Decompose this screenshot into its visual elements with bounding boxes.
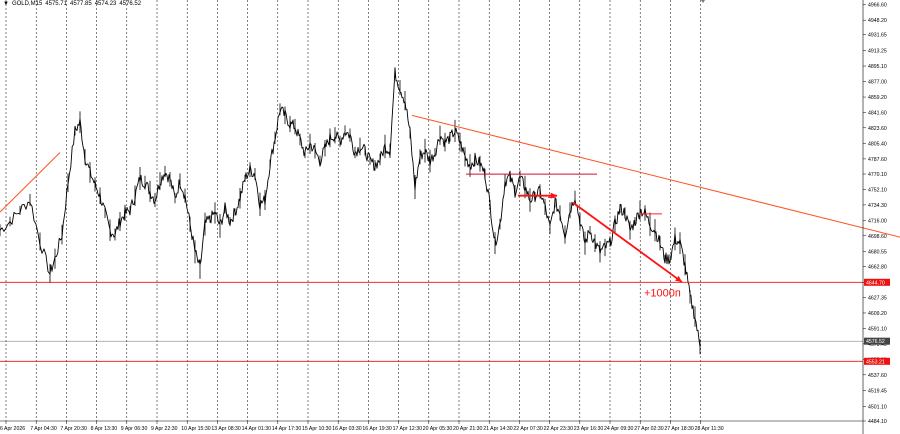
price-label: 4734.30	[868, 203, 887, 209]
time-label: 9 Apr 06:30	[121, 426, 148, 432]
time-label: 20 Apr 21:30	[453, 426, 483, 432]
price-label: 4501.10	[868, 404, 887, 410]
collapse-triangle-icon[interactable]: ▼	[3, 1, 9, 7]
time-label: 16 Apr 03:30	[332, 426, 362, 432]
arrow-head-icon	[675, 275, 682, 283]
price-label: 4537.60	[868, 373, 887, 379]
time-label: 17 Apr 12:30	[393, 426, 423, 432]
time-label: 28 Apr 11:30	[695, 426, 724, 432]
chart-shift-marker-icon[interactable]	[701, 0, 705, 3]
symbol-label: GOLD,M15	[11, 1, 43, 7]
annotations	[0, 114, 900, 283]
arrow-annotation[interactable]	[572, 201, 683, 283]
price-label: 4519.45	[868, 388, 887, 394]
ohlc-high: 4577.85	[70, 1, 92, 7]
time-label: 20 Apr 05:30	[423, 426, 453, 432]
ohlc-close: 4576.52	[119, 1, 142, 7]
time-label: 14 Apr 01:30	[242, 426, 272, 432]
price-badge-label: 4553.21	[866, 359, 885, 365]
price-badge-label: 4644.70	[866, 280, 885, 286]
price-label: 4591.10	[868, 327, 887, 333]
time-label: 7 Apr 20:30	[60, 426, 87, 432]
time-label: 10 Apr 15:30	[181, 426, 211, 432]
price-label: 4787.60	[868, 157, 887, 163]
price-label: 4752.10	[868, 188, 887, 194]
profit-note: +1000п	[644, 287, 681, 299]
price-badge	[864, 337, 890, 345]
price-label: 4698.60	[868, 234, 887, 240]
price-badge-label: 4576.52	[866, 339, 885, 345]
price-badge	[864, 357, 890, 365]
ohlc-low: 4574.23	[94, 1, 117, 7]
time-label: 15 Apr 10:30	[302, 426, 332, 432]
grid-layer	[5, 0, 701, 421]
price-line	[0, 67, 701, 347]
chart-title: ▼ GOLD,M15 4575.71 4577.85 4574.23 4576.52	[3, 1, 144, 7]
price-label: 4770.10	[868, 172, 887, 178]
time-label: 22 Apr 07:30	[513, 426, 543, 432]
price-label: 4913.25	[868, 48, 887, 54]
trendline-annotation[interactable]	[411, 114, 900, 238]
price-label: 4948.20	[868, 18, 887, 24]
ohlc-open: 4575.71	[45, 1, 67, 7]
time-label: 14 Apr 17:30	[272, 426, 302, 432]
price-label: 4841.60	[868, 110, 887, 116]
price-label: 4573.40	[868, 342, 887, 348]
time-label: 7 Apr 04:30	[30, 426, 57, 432]
arrow-head-icon	[550, 192, 557, 199]
time-label: 6 Apr 2026	[0, 426, 25, 432]
trendline-annotation[interactable]	[0, 152, 61, 213]
price-label: 4484.10	[868, 419, 887, 425]
price-series	[0, 67, 701, 355]
time-label: 22 Apr 23:30	[544, 426, 574, 432]
time-label: 27 Apr 18:30	[664, 426, 694, 432]
time-label: 9 Apr 22:30	[151, 426, 178, 432]
price-label: 4627.35	[868, 295, 887, 301]
time-label: 24 Apr 09:30	[604, 426, 634, 432]
time-label: 16 Apr 19:30	[362, 426, 392, 432]
price-label: 4877.00	[868, 80, 887, 86]
price-label: 4805.40	[868, 142, 887, 148]
price-badges: 4644.70 4553.21 4576.52	[864, 278, 890, 365]
horizontal-levels	[0, 281, 863, 362]
time-label: 13 Apr 08:30	[211, 426, 241, 432]
price-label: 4966.60	[868, 2, 887, 8]
price-label: 4859.20	[868, 95, 887, 101]
time-label: 23 Apr 16:30	[574, 426, 604, 432]
price-label: 4931.65	[868, 32, 887, 38]
price-label: 4823.60	[868, 126, 887, 132]
price-label: 4716.00	[868, 219, 887, 225]
price-badge	[864, 278, 890, 286]
time-axis: 6 Apr 2026 7 Apr 04:30 7 Apr 20:30 8 Apr 13…	[0, 421, 724, 432]
price-label: 4680.55	[868, 249, 887, 255]
price-label: 4662.80	[868, 265, 887, 271]
price-label: 4895.10	[868, 64, 887, 70]
time-label: 21 Apr 14:30	[483, 426, 513, 432]
time-label: 8 Apr 13:30	[91, 426, 118, 432]
price-label: 4609.20	[868, 311, 887, 317]
time-label: 27 Apr 02:30	[634, 426, 664, 432]
